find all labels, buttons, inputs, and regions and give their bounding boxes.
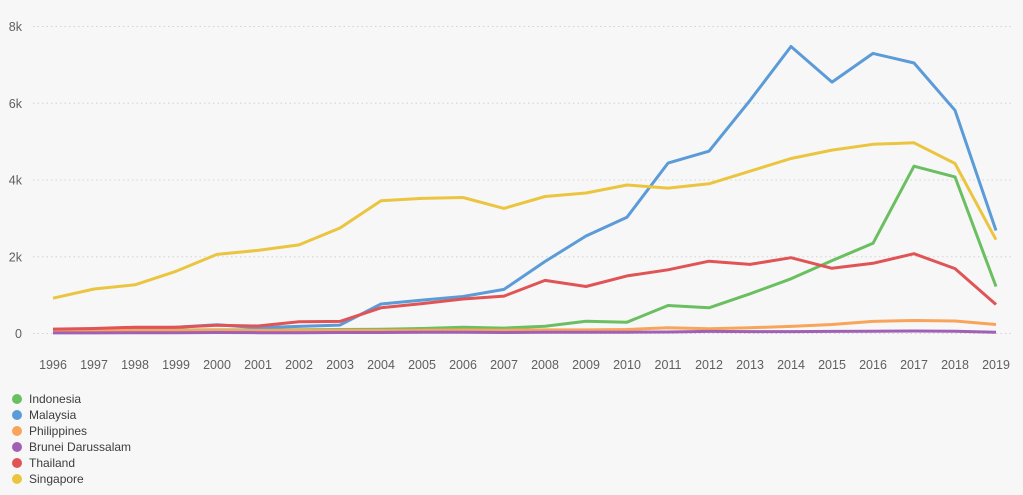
legend-swatch-icon (12, 442, 22, 452)
x-axis-tick-label: 2001 (244, 358, 272, 372)
x-axis-tick-label: 2015 (818, 358, 846, 372)
x-axis-tick-label: 2012 (695, 358, 723, 372)
legend-item-indonesia[interactable]: Indonesia (12, 391, 131, 407)
legend-item-malaysia[interactable]: Malaysia (12, 407, 131, 423)
x-axis-tick-label: 1998 (121, 358, 149, 372)
legend-swatch-icon (12, 410, 22, 420)
x-axis-tick-label: 2000 (203, 358, 231, 372)
legend-item-thailand[interactable]: Thailand (12, 455, 131, 471)
y-axis-tick-label: 8k (9, 20, 23, 34)
legend-item-label: Singapore (29, 472, 84, 486)
x-axis-tick-label: 2003 (326, 358, 354, 372)
series-line-thailand (52, 252, 997, 331)
x-axis-tick-label: 1996 (39, 358, 67, 372)
x-axis-tick-label: 2002 (285, 358, 313, 372)
legend-item-label: Brunei Darussalam (29, 440, 132, 454)
legend-item-label: Indonesia (29, 392, 82, 406)
x-axis-tick-label: 2009 (572, 358, 600, 372)
series-line-indonesia (52, 164, 998, 333)
legend-swatch-icon (12, 394, 22, 404)
y-axis-tick-label: 2k (9, 250, 23, 264)
legend-item-singapore[interactable]: Singapore (12, 471, 131, 487)
x-axis-tick-label: 2011 (655, 358, 682, 372)
series-line-brunei-darussalam (53, 329, 997, 335)
x-axis-tick-label: 2017 (900, 358, 928, 372)
x-axis-tick-label: 2013 (736, 358, 764, 372)
legend-item-label: Thailand (29, 456, 76, 470)
x-axis-tick-label: 2018 (941, 358, 969, 372)
x-axis-tick-label: 2016 (859, 358, 887, 372)
legend-swatch-icon (12, 426, 22, 436)
x-axis-tick-label: 2019 (982, 358, 1010, 372)
x-axis-tick-label: 1999 (162, 358, 190, 372)
x-axis-tick-label: 2008 (531, 358, 559, 372)
series-line-singapore (52, 141, 998, 300)
y-axis-tick-label: 6k (9, 97, 23, 111)
x-axis-tick-label: 2006 (449, 358, 477, 372)
x-axis-tick-label: 1997 (80, 358, 108, 372)
legend-item-label: Philippines (29, 424, 88, 438)
legend-item-brunei-darussalam[interactable]: Brunei Darussalam (12, 439, 131, 455)
x-axis-tick-label: 2007 (490, 358, 518, 372)
legend-item-philippines[interactable]: Philippines (12, 423, 131, 439)
y-axis-tick-label: 4k (9, 174, 23, 188)
legend-swatch-icon (12, 458, 22, 468)
series-line-philippines (53, 319, 997, 332)
x-axis-tick-label: 2014 (777, 358, 805, 372)
x-axis-tick-label: 2010 (613, 358, 641, 372)
x-axis-tick-label: 2004 (367, 358, 395, 372)
legend-item-label: Malaysia (29, 408, 77, 422)
x-axis-tick-label: 2005 (408, 358, 436, 372)
legend-swatch-icon (12, 474, 22, 484)
chart-legend: Indonesia Malaysia Philippines Brunei Darus… (12, 391, 131, 487)
y-axis-tick-label: 0 (15, 327, 22, 341)
